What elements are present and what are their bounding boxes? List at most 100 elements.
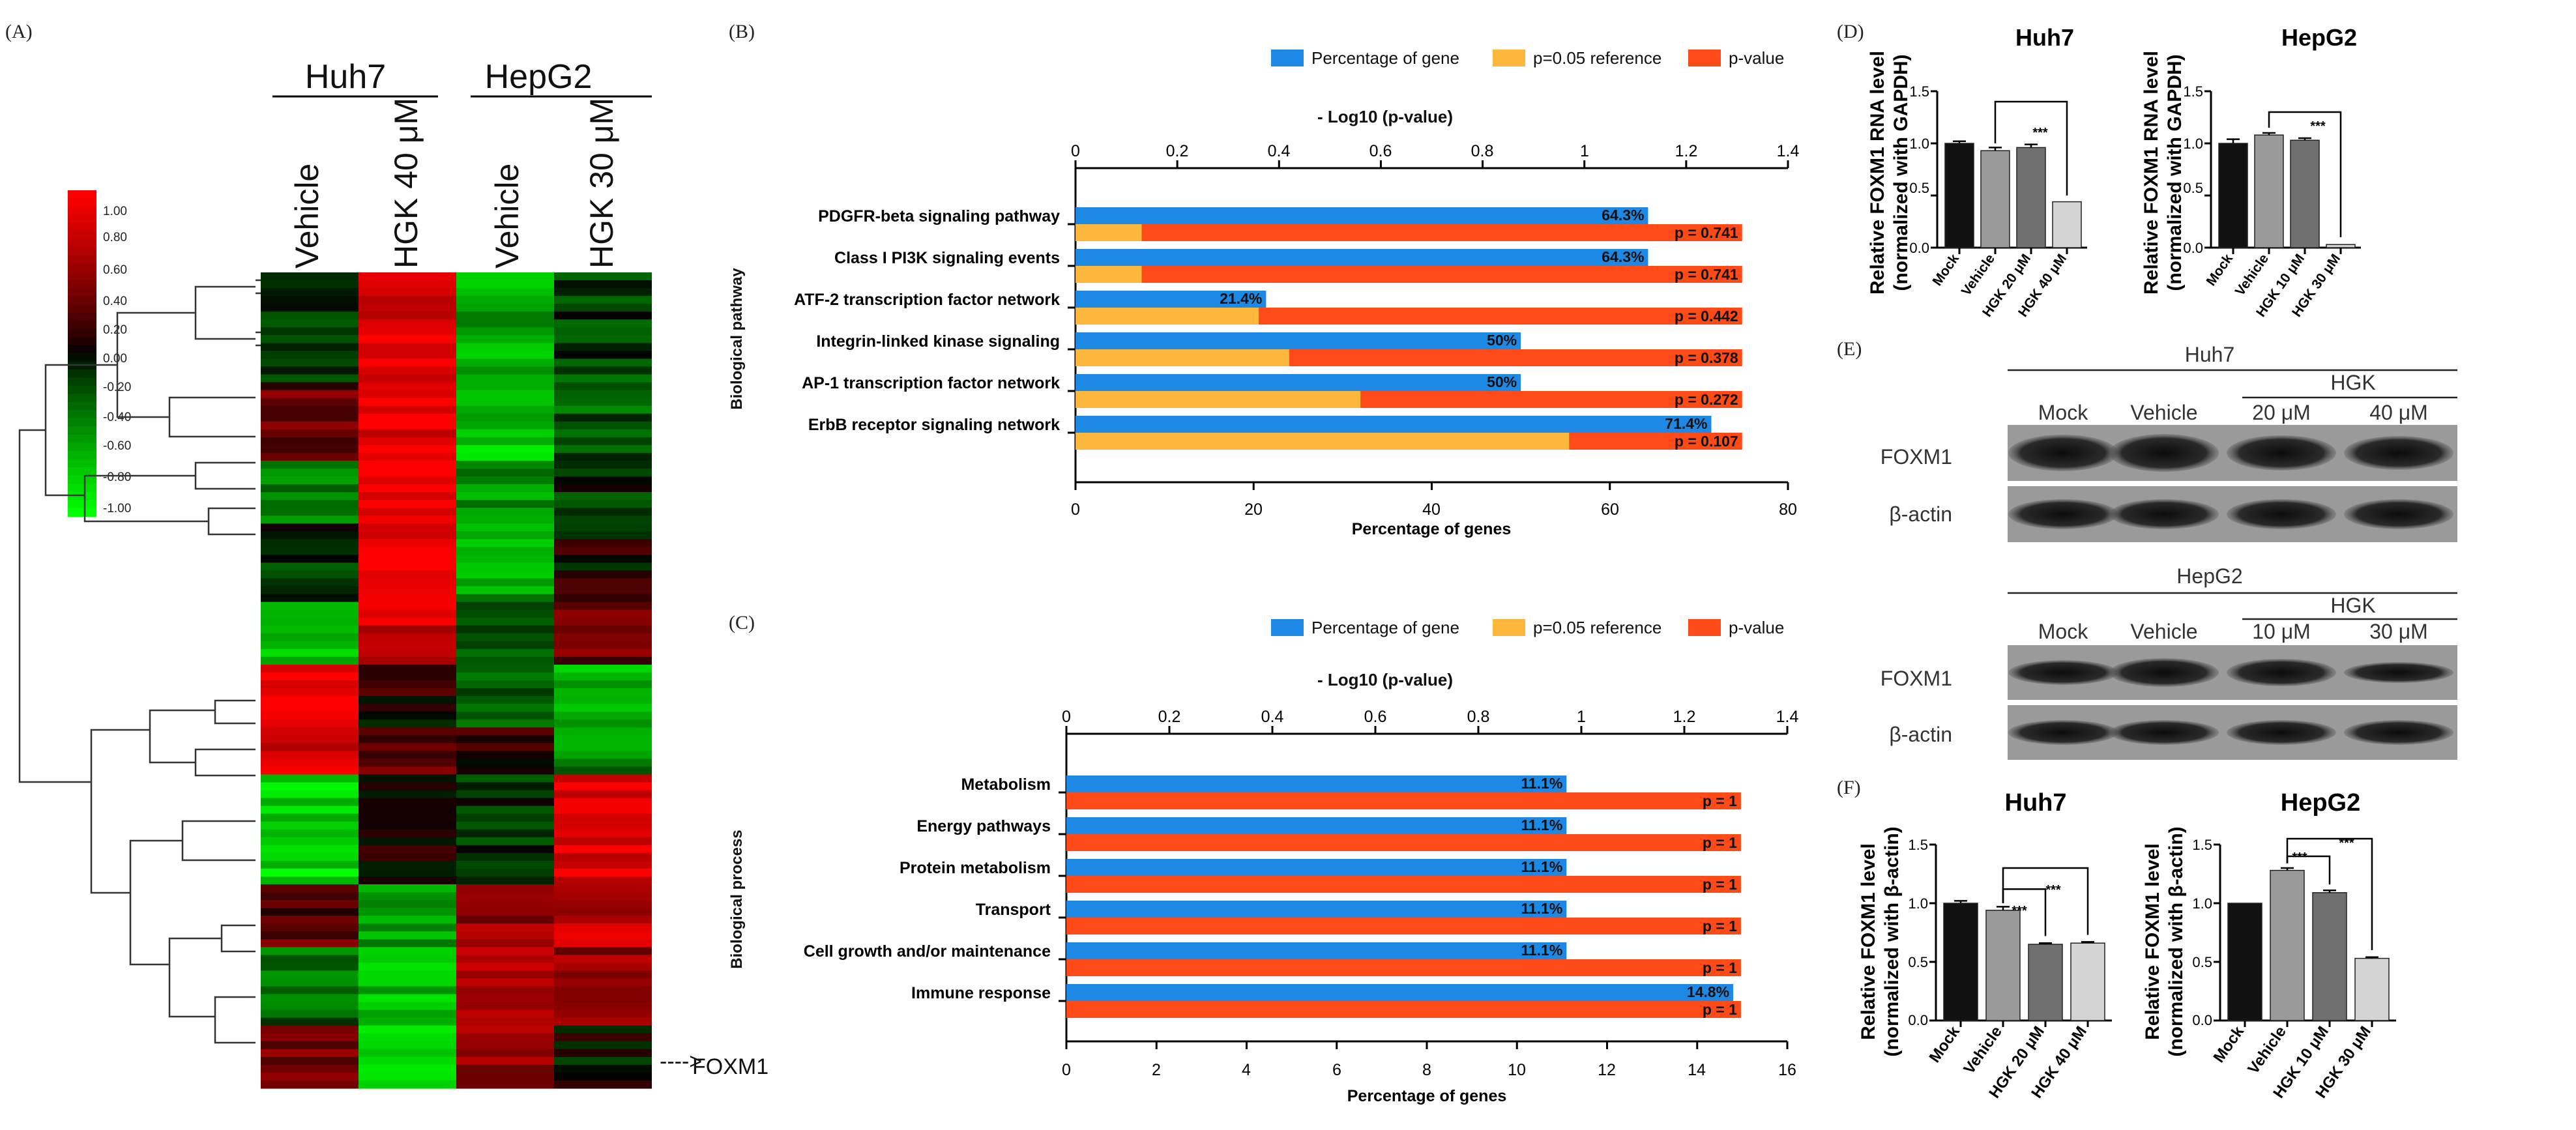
heatmap-cell — [261, 288, 359, 297]
y-axis-title: Biological pathway — [728, 268, 746, 410]
heatmap-cell — [554, 751, 652, 759]
d-huh7-plot — [1931, 90, 2087, 254]
bar-percentage — [1066, 859, 1567, 876]
heatmap-cell — [261, 805, 359, 815]
panel-c-process-chart: (C) Percentage of gene p=0.05 reference … — [728, 612, 1798, 1105]
heatmap-cell — [456, 759, 554, 768]
category-label: ErbB receptor signaling network — [808, 416, 1060, 434]
heatmap-cell — [456, 311, 554, 320]
heatmap-cell — [359, 1017, 456, 1026]
heatmap-cell — [554, 327, 652, 336]
heatmap-cell — [261, 562, 359, 572]
heatmap-cell — [456, 319, 554, 328]
heatmap-cell — [359, 280, 456, 289]
x-category-label: Vehicle — [1960, 1023, 2006, 1077]
heatmap-cell — [456, 1009, 554, 1019]
heatmap-cell — [261, 1056, 359, 1065]
scale-swatch — [68, 475, 96, 484]
heatmap-cell — [554, 805, 652, 815]
bar-pvalue — [1066, 1001, 1741, 1018]
panel-d-rna-levels: (D) Huh7 Relative FOXM1 RNA level (norma… — [1837, 21, 2361, 320]
category-label: Metabolism — [961, 775, 1051, 794]
heatmap-cell — [456, 837, 554, 846]
heatmap-cell — [554, 398, 652, 407]
heatmap-cell — [261, 500, 359, 508]
chart-title: Huh7 — [2015, 24, 2074, 51]
heatmap-cell — [359, 327, 456, 336]
scale-tick-label: 0.60 — [103, 263, 127, 277]
blot-band — [2109, 720, 2219, 745]
scale-swatch — [68, 304, 96, 313]
blot-band — [2008, 720, 2118, 745]
heatmap-cell — [554, 664, 652, 673]
heatmap-cell — [554, 366, 652, 375]
heatmap-cell — [359, 947, 456, 955]
f-huh7-xlabels: Mock Vehicle HGK 20 μM HGK 40 μM — [1926, 1022, 2090, 1101]
blot-lane-label: 30 μM — [2369, 620, 2428, 643]
heatmap-cell — [456, 884, 554, 893]
heatmap-group-hepg2: HepG2 — [485, 58, 593, 96]
bottom-tick-label: 60 — [1601, 500, 1619, 519]
heatmap-cell — [261, 821, 359, 830]
heatmap-cell — [456, 986, 554, 995]
y-axis-title-line2: (normalized with β-actin) — [1881, 826, 1903, 1056]
bar-value-label: 11.1% — [1521, 900, 1562, 917]
heatmap-cell — [359, 586, 456, 595]
bar — [2218, 143, 2248, 248]
heatmap-cell — [359, 288, 456, 297]
d-hepg2-plot — [2204, 90, 2361, 254]
heatmap-cell — [261, 970, 359, 979]
heatmap-cell — [359, 374, 456, 383]
heatmap-cell — [261, 916, 359, 924]
heatmap-cell — [261, 366, 359, 375]
scale-tick-label: -0.60 — [103, 439, 131, 453]
heatmap-cell — [456, 272, 554, 281]
bar-pvalue-label: p = 0.741 — [1675, 224, 1738, 241]
heatmap-cell — [359, 648, 456, 658]
category-label: PDGFR-beta signaling pathway — [818, 207, 1060, 225]
heatmap-cell — [456, 515, 554, 524]
heatmap-cell — [456, 774, 554, 783]
heatmap-cell — [261, 648, 359, 658]
heatmap-cell — [261, 704, 359, 712]
heatmap-cell — [554, 468, 652, 477]
y-tick-label: 0.5 — [1908, 954, 1928, 970]
heatmap-cell — [554, 515, 652, 524]
bar-pvalue-label: p = 0.442 — [1675, 308, 1738, 325]
heatmap-cell — [456, 664, 554, 673]
x-category-label: Mock — [2203, 251, 2236, 288]
heatmap-cell — [456, 923, 554, 932]
heatmap-cell — [456, 468, 554, 477]
heatmap-cell — [359, 508, 456, 516]
heatmap-cell — [554, 335, 652, 343]
heatmap-dendrogram — [18, 279, 261, 1044]
heatmap-cell — [456, 900, 554, 908]
heatmap-cell — [456, 343, 554, 351]
y-axis-title: Biological process — [728, 830, 746, 968]
heatmap-cell — [261, 617, 359, 626]
heatmap-cell — [554, 852, 652, 862]
scale-swatch — [68, 500, 96, 509]
heatmap-cell — [261, 680, 359, 689]
y-tick-label: 0.0 — [2183, 240, 2203, 256]
heatmap-cell — [359, 1049, 456, 1058]
heatmap-cell — [261, 633, 359, 642]
bar-pvalue-label: p = 0.107 — [1675, 433, 1738, 450]
heatmap-cell — [261, 358, 359, 368]
heatmap-cell — [554, 437, 652, 446]
bar-value-label: 14.8% — [1687, 983, 1729, 1000]
blot-band — [2109, 658, 2219, 687]
heatmap-cell — [359, 892, 456, 901]
heatmap-cell — [554, 421, 652, 430]
heatmap-cell — [456, 805, 554, 815]
heatmap-cell — [456, 492, 554, 500]
heatmap-cell — [456, 735, 554, 744]
heatmap-cell — [261, 437, 359, 446]
heatmap-cell — [359, 562, 456, 572]
bar-pvalue-label: p = 0.741 — [1675, 266, 1738, 283]
heatmap-cell — [456, 947, 554, 955]
category-label: AP-1 transcription factor network — [802, 374, 1060, 392]
bar-pvalue-label: p = 1 — [1703, 959, 1737, 976]
bar — [2227, 903, 2262, 1021]
bottom-tick-label: 14 — [1688, 1061, 1706, 1079]
